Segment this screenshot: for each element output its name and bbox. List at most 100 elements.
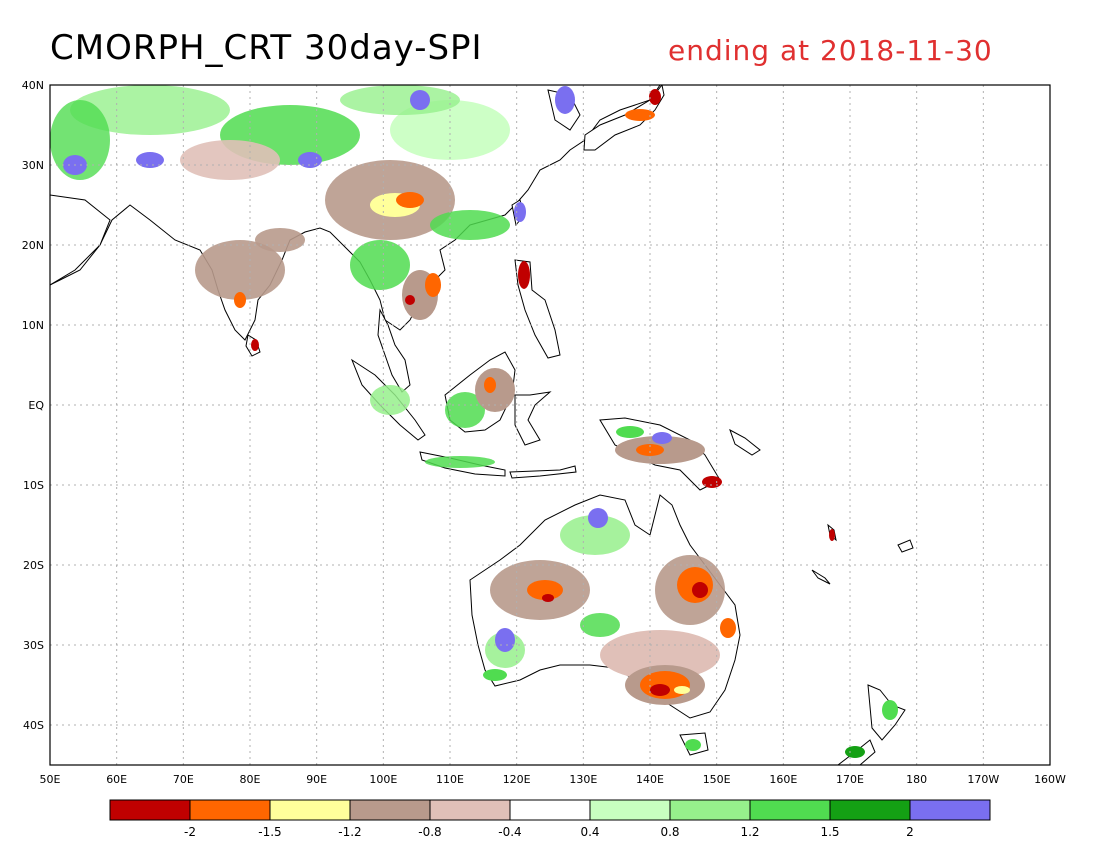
spi-dry-cluster (255, 228, 305, 252)
spi-extreme-dry (650, 684, 670, 696)
spi-very-wet (652, 432, 672, 444)
colorbar-swatch (669, 799, 751, 821)
spi-extreme-dry (702, 476, 722, 488)
y-tick-label: 10S (23, 479, 44, 492)
colorbar-label: 2 (906, 825, 914, 839)
colorbar: -2 -1.5 -1.2 -0.8 -0.4 0.4 0.8 1.2 1.5 2 (109, 799, 991, 839)
spi-severe-dry (396, 192, 424, 208)
spi-severe-dry (527, 580, 563, 600)
spi-extreme-dry (692, 582, 708, 598)
spi-wet-cluster (70, 85, 230, 135)
spi-wet-cluster (685, 739, 701, 751)
spi-very-wet (410, 90, 430, 110)
spi-extreme-dry (518, 261, 530, 289)
colorbar-swatch (189, 799, 271, 821)
x-tick-label: 180 (906, 773, 927, 786)
x-tick-label: 140E (636, 773, 664, 786)
spi-wet-cluster (430, 210, 510, 240)
x-tick-label: 100E (369, 773, 397, 786)
spi-extreme-dry (649, 89, 661, 105)
y-tick-label: 30N (22, 159, 44, 172)
spi-wet-cluster (882, 700, 898, 720)
x-axis-ticks: 50E 60E 70E 80E 90E 100E 110E 120E 130E 140E 150E 1… (40, 773, 1067, 786)
spi-wet-cluster (845, 746, 865, 758)
colorbar-swatch (509, 799, 591, 821)
spi-very-wet (298, 152, 322, 168)
colorbar-swatch (349, 799, 431, 821)
x-tick-label: 80E (240, 773, 261, 786)
spi-very-wet (495, 628, 515, 652)
spi-severe-dry (425, 273, 441, 297)
map-title: CMORPH_CRT 30day-SPI (50, 28, 483, 68)
y-tick-label: 30S (23, 639, 44, 652)
colorbar-label: -2 (184, 825, 196, 839)
x-tick-label: 60E (106, 773, 127, 786)
spi-very-wet (588, 508, 608, 528)
y-tick-label: 40N (22, 79, 44, 92)
x-tick-label: 110E (436, 773, 464, 786)
map-plot-area (50, 85, 1050, 765)
map-date: ending at 2018-11-30 (668, 34, 993, 67)
x-tick-label: 130E (569, 773, 597, 786)
land-fiji (897, 539, 914, 553)
y-tick-label: EQ (28, 399, 44, 412)
colorbar-swatch (589, 799, 671, 821)
colorbar-label: 0.4 (580, 825, 599, 839)
x-tick-label: 170W (967, 773, 999, 786)
spi-very-wet (136, 152, 164, 168)
x-tick-label: 70E (173, 773, 194, 786)
x-tick-label: 50E (40, 773, 61, 786)
colorbar-swatch (909, 799, 991, 821)
y-tick-label: 20S (23, 559, 44, 572)
colorbar-label: -0.8 (418, 825, 441, 839)
spi-severe-dry (484, 377, 496, 393)
spi-severe-dry (625, 109, 655, 121)
colorbar-swatch (829, 799, 911, 821)
colorbar-label: 0.8 (660, 825, 679, 839)
colorbar-label: -0.4 (498, 825, 521, 839)
spi-wet-cluster (560, 515, 630, 555)
gridlines (50, 85, 1050, 765)
spi-very-wet (555, 86, 575, 114)
spi-dry-cluster (180, 140, 280, 180)
spi-wet-cluster (616, 426, 644, 438)
spi-wet-cluster (340, 85, 460, 115)
spi-extreme-dry (829, 529, 835, 541)
x-tick-label: 120E (503, 773, 531, 786)
spi-moderate-dry (674, 686, 690, 694)
land-japan (583, 85, 665, 151)
land-lesser-sunda (509, 465, 577, 479)
spi-wet-cluster (445, 392, 485, 428)
x-tick-label: 90E (306, 773, 327, 786)
spi-severe-dry (251, 339, 259, 351)
y-tick-label: 40S (23, 719, 44, 732)
land-new-caledonia (811, 569, 831, 585)
plot-frame (49, 84, 1051, 766)
spi-dry-cluster (600, 630, 720, 680)
colorbar-label: 1.2 (740, 825, 759, 839)
spi-dry-cluster (475, 368, 515, 412)
spi-extreme-dry (405, 295, 415, 305)
x-tick-label: 170E (836, 773, 864, 786)
spi-wet-cluster (425, 456, 495, 468)
y-axis-ticks: 40N 30N 20N 10N EQ 10S 20S 30S 40S (22, 79, 45, 732)
land-malay (377, 308, 411, 393)
colorbar-label: 1.5 (820, 825, 839, 839)
spi-wet-cluster (350, 240, 410, 290)
x-tick-label: 150E (703, 773, 731, 786)
spi-extreme-dry (542, 594, 554, 602)
spi-shading (50, 85, 898, 758)
spi-wet-cluster (580, 613, 620, 637)
colorbar-swatch (109, 799, 191, 821)
spi-wet-cluster (390, 100, 510, 160)
spi-wet-cluster (370, 385, 410, 415)
spi-severe-dry (636, 444, 664, 456)
spi-severe-dry (234, 292, 246, 308)
land-sulawesi (514, 391, 552, 446)
y-tick-label: 20N (22, 239, 44, 252)
colorbar-swatch (269, 799, 351, 821)
x-tick-label: 160E (769, 773, 797, 786)
spi-very-wet (514, 202, 526, 222)
land-solomon (729, 428, 761, 456)
spi-severe-dry (720, 618, 736, 638)
